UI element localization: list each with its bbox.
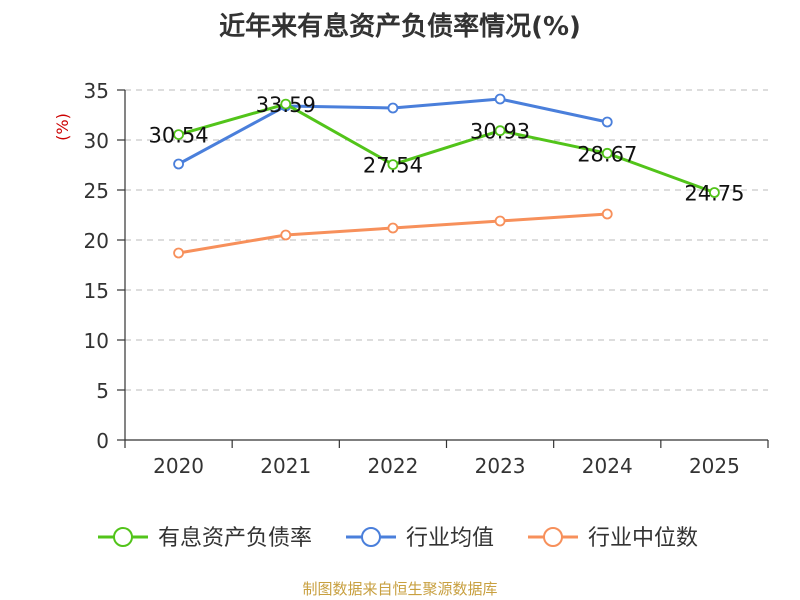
y-tick-label: 5 [96,379,109,403]
y-tick-label: 25 [84,179,109,203]
chart-title: 近年来有息资产负债率情况(%) [219,12,581,42]
data-point [709,187,720,198]
data-point [494,93,506,105]
data-point [387,222,399,234]
data-point [280,229,292,241]
data-label: 24.75 [684,182,744,206]
x-tick-label: 2021 [260,454,311,478]
legend-marker [543,527,563,547]
data-point [387,102,399,114]
x-tick-label: 2023 [475,454,526,478]
data-label: 27.54 [363,154,423,178]
y-tick-label: 30 [84,129,109,153]
data-point [173,158,184,170]
data-point [494,215,506,227]
data-point [601,116,613,128]
y-tick-label: 15 [84,279,109,303]
legend-label: 行业中位数 [588,526,698,551]
data-point [601,147,613,159]
x-tick-label: 2025 [689,454,740,478]
x-tick-label: 2024 [582,454,633,478]
legend-label: 行业均值 [406,526,494,551]
data-label: 30.54 [149,124,209,148]
data-point [601,208,613,220]
data-label: 33.59 [256,93,316,117]
legend-marker [361,527,381,547]
data-point [280,98,292,110]
data-point [494,125,506,137]
source-footer: 制图数据来自恒生聚源数据库 [302,580,498,598]
y-tick-label: 10 [84,329,109,353]
y-tick-label: 35 [84,79,109,103]
y-axis-label: (%) [53,113,72,141]
y-tick-label: 20 [84,229,109,253]
series-line [178,102,715,194]
grid-lines [125,89,768,391]
legend-marker [113,527,133,547]
data-point [173,247,184,259]
series-layer [173,93,720,259]
data-point [387,159,399,171]
series-line [178,212,608,255]
legend-label: 有息资产负债率 [158,526,312,551]
x-tick-label: 2020 [153,454,204,478]
data-label: 28.67 [577,142,637,166]
data-point [173,129,184,141]
legend: 有息资产负债率 行业均值 行业中位数 [98,526,698,551]
x-tick-label: 2022 [367,454,418,478]
data-labels: 30.54 33.59 27.54 30.93 28.67 24.75 [149,93,745,205]
data-label: 30.93 [470,120,530,144]
y-tick-label: 0 [96,429,109,453]
